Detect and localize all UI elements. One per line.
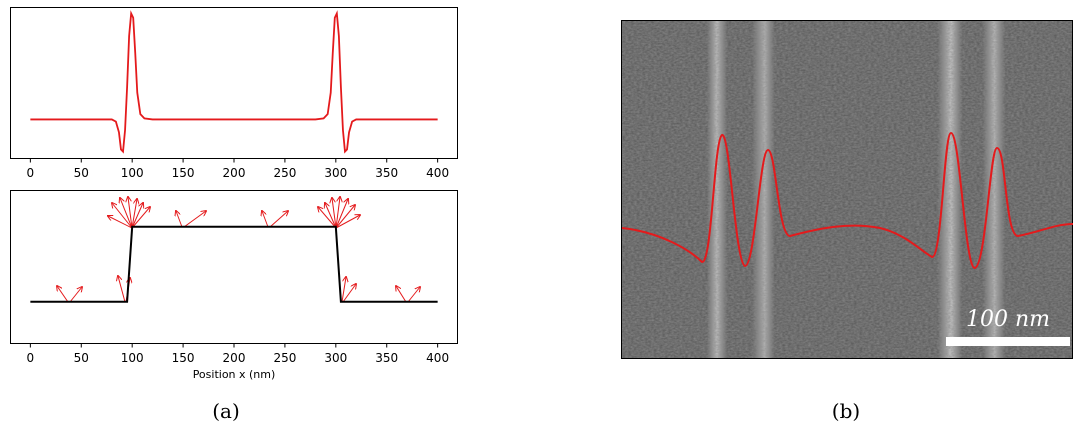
x-tick-label: 300 xyxy=(324,166,347,180)
x-tick-label: 350 xyxy=(375,351,398,365)
axes-frame xyxy=(10,7,458,159)
profile-overlay xyxy=(621,131,1074,270)
x-tick-label: 150 xyxy=(172,166,195,180)
sem-image: 100 nm xyxy=(621,20,1074,359)
x-tick-label: 250 xyxy=(273,166,296,180)
x-tick-label: 0 xyxy=(27,166,35,180)
image-noise xyxy=(621,20,1073,359)
image-frame xyxy=(621,20,1073,359)
x-tick-label: 100 xyxy=(121,351,144,365)
bottom-axes: 0 50 100 150 200 250 300 350 400 Position x (nm) xyxy=(10,190,458,381)
caption-b: (b) xyxy=(832,399,860,423)
x-tick-label: 50 xyxy=(74,351,89,365)
scale-bar xyxy=(946,337,1070,346)
x-tick-label: 400 xyxy=(426,351,449,365)
caption-a: (a) xyxy=(212,399,240,423)
x-tick-label: 250 xyxy=(273,351,296,365)
line xyxy=(30,225,438,303)
x-axis-label: Position x (nm) xyxy=(193,368,276,381)
scale-bar-label: 100 nm xyxy=(966,307,1050,332)
top-axes: 0 50 100 150 200 250 300 350 400 xyxy=(10,7,458,180)
x-tick-label: 150 xyxy=(172,351,195,365)
force-arrows xyxy=(57,197,420,303)
axes-frame xyxy=(10,190,458,344)
x-tick-label: 200 xyxy=(223,351,246,365)
x-tick-label: 400 xyxy=(426,166,449,180)
x-tick-label: 0 xyxy=(27,351,35,365)
x-tick-label: 50 xyxy=(74,166,89,180)
x-tick-label: 200 xyxy=(223,166,246,180)
line xyxy=(30,10,438,154)
x-tick-label: 350 xyxy=(375,166,398,180)
x-tick-label: 300 xyxy=(324,351,347,365)
x-tick-label: 100 xyxy=(121,166,144,180)
